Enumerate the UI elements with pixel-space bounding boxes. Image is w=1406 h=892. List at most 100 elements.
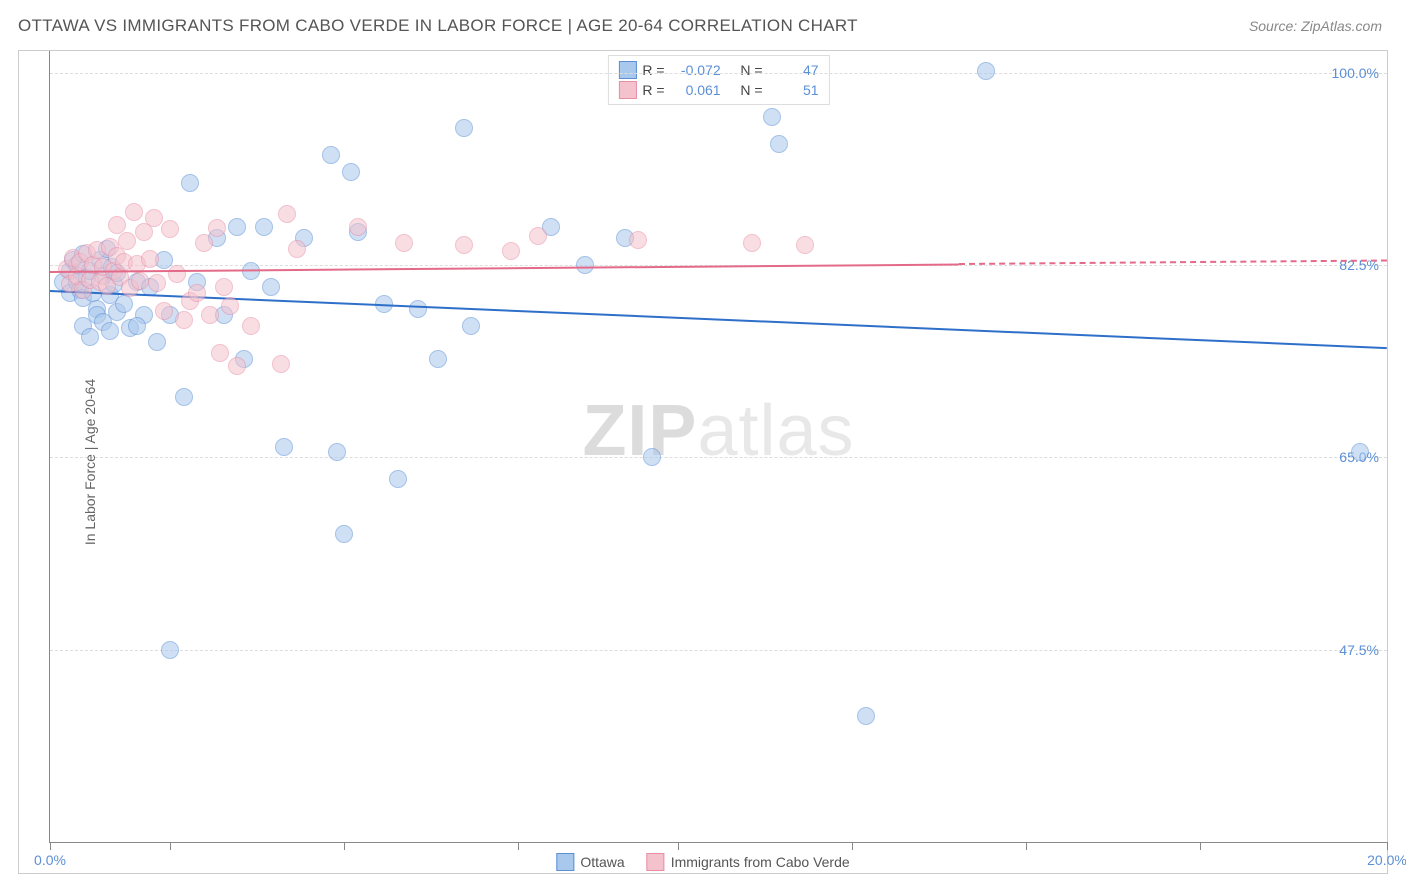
data-point	[322, 146, 340, 164]
y-tick-label: 100.0%	[1332, 65, 1379, 81]
data-point	[977, 62, 995, 80]
legend-item: Ottawa	[556, 853, 624, 871]
x-tick-label: 0.0%	[34, 852, 66, 868]
legend-label: Immigrants from Cabo Verde	[671, 854, 850, 870]
data-point	[462, 317, 480, 335]
x-tick	[678, 842, 679, 850]
source-attribution: Source: ZipAtlas.com	[1249, 18, 1382, 34]
r-value: -0.072	[671, 62, 721, 78]
x-tick	[170, 842, 171, 850]
data-point	[141, 250, 159, 268]
data-point	[328, 443, 346, 461]
legend-swatch	[647, 853, 665, 871]
x-tick-label: 20.0%	[1367, 852, 1406, 868]
y-axis-label: In Labor Force | Age 20-64	[82, 379, 98, 545]
data-point	[175, 311, 193, 329]
chart-title: OTTAWA VS IMMIGRANTS FROM CABO VERDE IN …	[18, 16, 858, 36]
data-point	[118, 232, 136, 250]
data-point	[278, 205, 296, 223]
x-tick	[344, 842, 345, 850]
watermark: ZIPatlas	[582, 390, 854, 472]
data-point	[125, 203, 143, 221]
data-point	[115, 295, 133, 313]
legend-swatch	[618, 81, 636, 99]
data-point	[155, 302, 173, 320]
data-point	[148, 333, 166, 351]
x-tick	[50, 842, 51, 850]
data-point	[763, 108, 781, 126]
x-tick	[852, 842, 853, 850]
data-point	[629, 231, 647, 249]
data-point	[643, 448, 661, 466]
data-point	[175, 388, 193, 406]
data-point	[349, 218, 367, 236]
stats-legend-row: R = -0.072 N = 47	[618, 60, 818, 80]
data-point	[429, 350, 447, 368]
data-point	[342, 163, 360, 181]
data-point	[161, 220, 179, 238]
data-point	[576, 256, 594, 274]
n-value: 51	[769, 82, 819, 98]
data-point	[201, 306, 219, 324]
data-point	[335, 525, 353, 543]
y-tick-label: 47.5%	[1339, 642, 1379, 658]
data-point	[81, 328, 99, 346]
data-point	[857, 707, 875, 725]
data-point	[262, 278, 280, 296]
stats-legend: R = -0.072 N = 47 R = 0.061 N = 51	[607, 55, 829, 105]
x-tick	[1387, 842, 1388, 850]
data-point	[1351, 443, 1369, 461]
plot-area: ZIPatlas R = -0.072 N = 47 R = 0.061 N = 51 4…	[49, 51, 1387, 843]
data-point	[215, 278, 233, 296]
n-value: 47	[769, 62, 819, 78]
data-point	[228, 218, 246, 236]
data-point	[395, 234, 413, 252]
data-point	[529, 227, 547, 245]
r-label: R =	[642, 82, 664, 98]
data-point	[108, 216, 126, 234]
legend-swatch	[556, 853, 574, 871]
chart-frame: ZIPatlas R = -0.072 N = 47 R = 0.061 N = 51 4…	[18, 50, 1388, 874]
data-point	[455, 119, 473, 137]
gridline	[50, 457, 1387, 458]
data-point	[101, 322, 119, 340]
data-point	[128, 317, 146, 335]
data-point	[242, 317, 260, 335]
data-point	[255, 218, 273, 236]
series-legend: Ottawa Immigrants from Cabo Verde	[556, 853, 849, 871]
legend-label: Ottawa	[580, 854, 624, 870]
gridline	[50, 73, 1387, 74]
n-label: N =	[740, 82, 762, 98]
data-point	[796, 236, 814, 254]
data-point	[145, 209, 163, 227]
data-point	[743, 234, 761, 252]
data-point	[168, 265, 186, 283]
data-point	[770, 135, 788, 153]
legend-swatch	[618, 61, 636, 79]
data-point	[288, 240, 306, 258]
data-point	[409, 300, 427, 318]
legend-item: Immigrants from Cabo Verde	[647, 853, 850, 871]
data-point	[272, 355, 290, 373]
data-point	[181, 174, 199, 192]
data-point	[389, 470, 407, 488]
n-label: N =	[740, 62, 762, 78]
data-point	[221, 297, 239, 315]
data-point	[131, 272, 149, 290]
data-point	[228, 357, 246, 375]
x-tick	[1200, 842, 1201, 850]
data-point	[161, 641, 179, 659]
data-point	[195, 234, 213, 252]
data-point	[211, 344, 229, 362]
data-point	[208, 219, 226, 237]
r-value: 0.061	[671, 82, 721, 98]
x-tick	[518, 842, 519, 850]
data-point	[148, 274, 166, 292]
data-point	[188, 284, 206, 302]
r-label: R =	[642, 62, 664, 78]
x-tick	[1026, 842, 1027, 850]
stats-legend-row: R = 0.061 N = 51	[618, 80, 818, 100]
data-point	[455, 236, 473, 254]
gridline	[50, 650, 1387, 651]
data-point	[275, 438, 293, 456]
